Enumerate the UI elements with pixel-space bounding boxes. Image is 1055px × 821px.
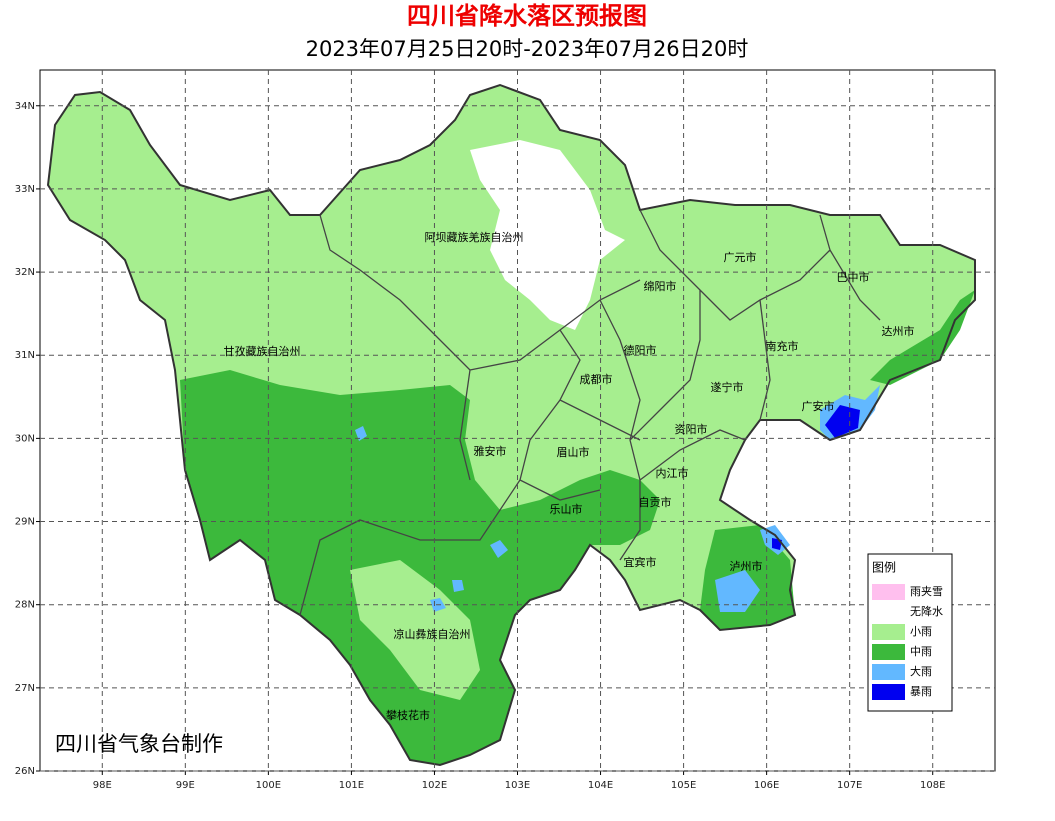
region-label: 成都市	[580, 372, 613, 386]
province-outline	[46, 83, 976, 767]
light-rain-patch	[350, 560, 480, 700]
legend-swatch	[872, 624, 905, 640]
region-label: 乐山市	[550, 502, 583, 516]
y-tick-label: 30N	[15, 433, 35, 444]
legend-label: 雨夹雪	[910, 585, 943, 598]
x-tick-label: 99E	[176, 780, 195, 791]
legend-swatch	[872, 684, 905, 700]
region-label: 眉山市	[557, 445, 590, 459]
y-tick-label: 34N	[15, 101, 35, 112]
y-tick-label: 32N	[15, 267, 35, 278]
region-label: 攀枝花市	[386, 708, 430, 722]
moderate-rain-area	[180, 370, 660, 765]
legend-title: 图例	[872, 561, 896, 575]
x-tick-label: 106E	[754, 780, 779, 791]
x-tick-label: 105E	[671, 780, 696, 791]
region-label: 资阳市	[675, 422, 708, 436]
region-label: 广元市	[724, 250, 757, 264]
region-label: 宜宾市	[624, 555, 657, 569]
legend-label: 大雨	[910, 664, 932, 678]
subtitle: 2023年07月25日20时-2023年07月26日20时	[306, 37, 749, 61]
region-label: 南充市	[766, 339, 799, 353]
region-label: 德阳市	[624, 343, 657, 357]
legend-swatch	[872, 664, 905, 680]
title: 四川省降水落区预报图	[407, 2, 647, 30]
legend-label: 小雨	[910, 625, 932, 638]
region-label: 绵阳市	[644, 279, 677, 293]
region-label: 阿坝藏族羌族自治州	[425, 230, 524, 244]
region-label: 遂宁市	[711, 380, 744, 394]
region-label: 甘孜藏族自治州	[224, 344, 301, 358]
legend-swatch	[872, 584, 905, 600]
y-tick-label: 29N	[15, 517, 35, 528]
y-tick-label: 28N	[15, 600, 35, 611]
y-tick-label: 27N	[15, 683, 35, 694]
legend-swatch	[872, 644, 905, 660]
axes: 98E 99E 100E 101E 102E 103E 104E 105E 106E 107E 10…	[15, 70, 995, 791]
region-label: 凉山彝族自治州	[394, 627, 471, 641]
region-label: 广安市	[802, 399, 835, 413]
x-tick-label: 103E	[505, 780, 530, 791]
credit: 四川省气象台制作	[55, 732, 223, 756]
rainstorm-guangan	[825, 405, 860, 438]
x-tick-label: 102E	[422, 780, 447, 791]
x-tick-label: 100E	[256, 780, 281, 791]
no-rain-area	[470, 140, 625, 330]
region-label: 巴中市	[837, 270, 870, 284]
legend-swatch	[872, 604, 905, 620]
y-tick-label: 26N	[15, 766, 35, 777]
x-tick-label: 108E	[920, 780, 945, 791]
x-tick-label: 101E	[339, 780, 364, 791]
x-tick-label: 98E	[93, 780, 112, 791]
legend-label: 无降水	[910, 604, 943, 618]
legend-label: 暴雨	[910, 685, 932, 698]
precip-shapes	[46, 83, 976, 767]
region-label: 雅安市	[474, 444, 507, 458]
region-label: 内江市	[656, 466, 689, 480]
legend-label: 中雨	[910, 645, 932, 658]
region-label: 自贡市	[639, 495, 672, 509]
y-tick-label: 31N	[15, 350, 35, 361]
moderate-rain-east	[870, 290, 975, 385]
prefecture-borders	[299, 209, 881, 616]
heavy-rain-luzhou	[715, 570, 760, 612]
region-label: 泸州市	[730, 559, 763, 573]
region-label: 达州市	[882, 324, 915, 338]
x-tick-label: 107E	[837, 780, 862, 791]
x-tick-label: 104E	[588, 780, 613, 791]
y-tick-label: 33N	[15, 184, 35, 195]
